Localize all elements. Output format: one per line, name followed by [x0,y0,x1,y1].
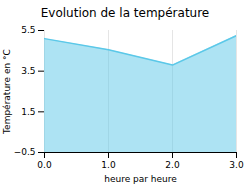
svg-text:3.0: 3.0 [229,160,244,170]
svg-text:−0.5: −0.5 [14,147,36,157]
svg-text:0.0: 0.0 [37,160,52,170]
svg-text:heure par heure: heure par heure [104,174,177,184]
svg-text:1.0: 1.0 [101,160,116,170]
svg-text:5.5: 5.5 [21,25,35,35]
svg-text:Température en °C: Température en °C [2,49,12,135]
svg-text:1.5: 1.5 [21,107,35,117]
html-text:Evolution de la température: Evolution de la température [40,6,210,20]
svg-text:3.5: 3.5 [21,66,35,76]
svg-text:2.0: 2.0 [165,160,180,170]
